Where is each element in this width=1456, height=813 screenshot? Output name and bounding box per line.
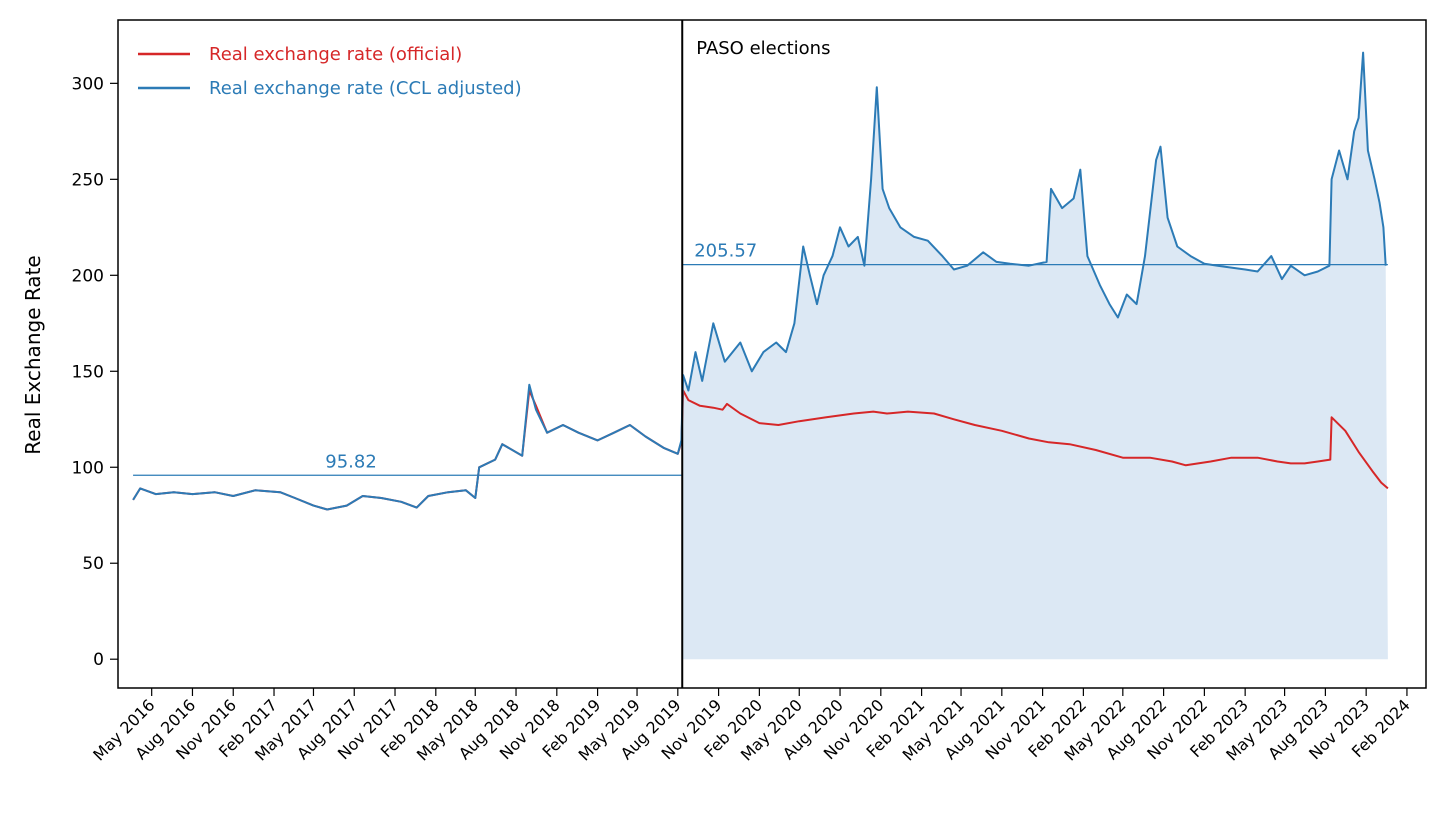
y-tick-label: 150 (72, 362, 104, 382)
mean-label-2: 205.57 (694, 241, 757, 262)
legend-label-2: Real exchange rate (CCL adjusted) (209, 78, 522, 99)
legend: Real exchange rate (official) Real exchan… (138, 44, 522, 99)
mean-label-1: 95.82 (325, 451, 377, 472)
y-tick-label: 100 (72, 458, 104, 478)
shaded-area (682, 52, 1388, 660)
y-axis-label: Real Exchange Rate (21, 255, 45, 454)
plot-frame (117, 19, 1427, 689)
plot-area: 95.82 205.57 PASO elections (132, 20, 1389, 688)
series-line-2 (132, 51, 1387, 511)
y-tick-label: 50 (82, 554, 104, 574)
paso-label: PASO elections (696, 38, 830, 59)
legend-label-1: Real exchange rate (official) (209, 44, 462, 65)
y-tick-label: 200 (72, 266, 104, 286)
y-tick-label: 300 (72, 74, 104, 94)
y-tick-label: 0 (93, 650, 104, 670)
y-tick-label: 250 (72, 170, 104, 190)
